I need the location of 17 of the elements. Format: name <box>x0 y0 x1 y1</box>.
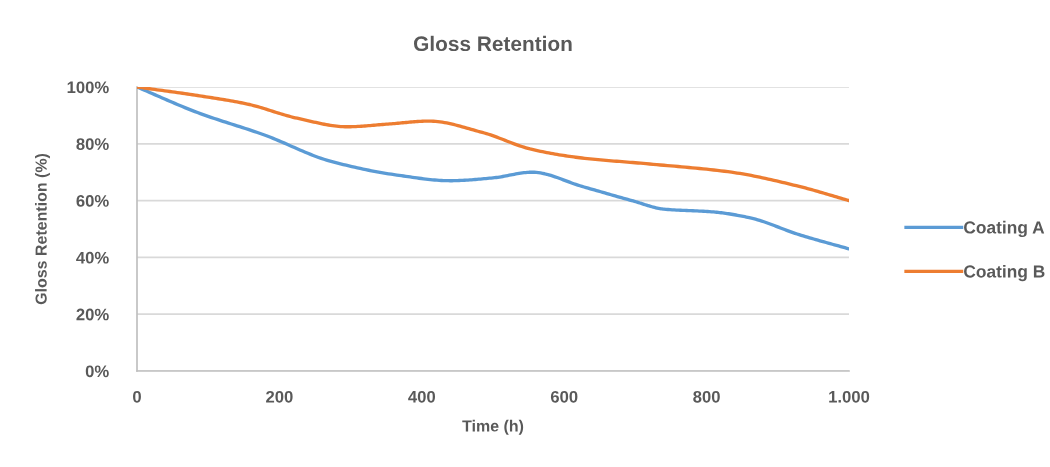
x-tick-label: 800 <box>693 390 720 403</box>
x-tick-label: 1.000 <box>829 390 870 403</box>
x-axis-title: Time (h) <box>462 419 524 435</box>
legend-label: Coating A <box>964 220 1045 238</box>
x-tick-label: 600 <box>550 390 578 403</box>
x-tick-label: 200 <box>266 390 293 403</box>
x-tick-label: 400 <box>408 390 436 403</box>
y-axis-title: Gloss Retention (%) <box>35 153 50 305</box>
y-tick-label: 20% <box>76 308 109 321</box>
chart-title: Gloss Retention <box>413 35 572 52</box>
y-tick-label: 60% <box>76 195 109 207</box>
y-tick-label: 80% <box>76 138 109 150</box>
x-tick-label: 0 <box>133 390 141 403</box>
y-tick-label: 0% <box>85 365 109 378</box>
legend-label: Coating B <box>964 264 1045 282</box>
y-tick-label: 100% <box>67 81 109 94</box>
y-tick-label: 40% <box>76 251 109 264</box>
